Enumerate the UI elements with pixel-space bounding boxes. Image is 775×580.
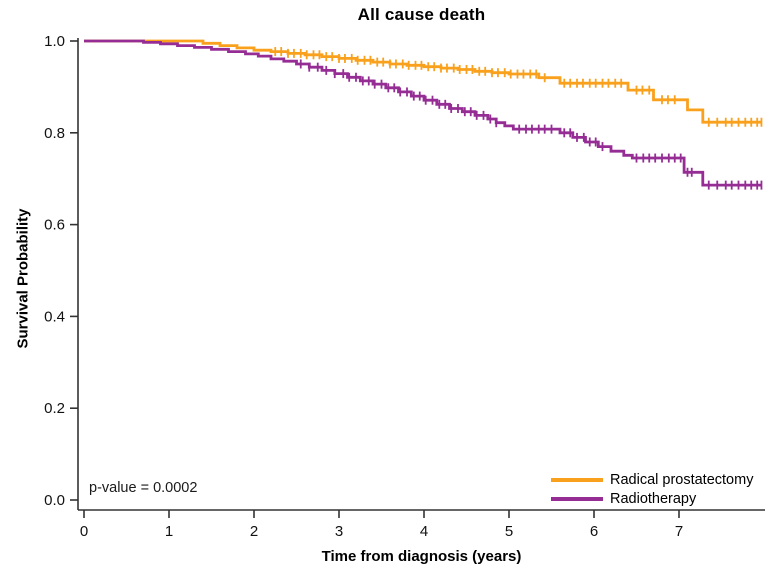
legend-item-radical-prostatectomy: Radical prostatectomy <box>551 470 753 489</box>
svg-text:0.0: 0.0 <box>44 492 65 509</box>
legend-line-swatch <box>551 477 603 482</box>
svg-text:0.4: 0.4 <box>44 308 65 325</box>
legend-item-radiotherapy: Radiotherapy <box>551 489 753 508</box>
svg-text:0.8: 0.8 <box>44 125 65 142</box>
svg-text:0.2: 0.2 <box>44 400 65 417</box>
svg-text:4: 4 <box>420 523 428 540</box>
svg-text:0: 0 <box>80 523 88 540</box>
svg-text:0.6: 0.6 <box>44 217 65 234</box>
svg-text:1.0: 1.0 <box>44 33 65 50</box>
svg-text:5: 5 <box>505 523 513 540</box>
legend-line-swatch <box>551 496 603 501</box>
x-axis-label: Time from diagnosis (years) <box>321 548 522 565</box>
y-axis-label: Survival Probability <box>14 208 32 349</box>
svg-text:1: 1 <box>165 523 173 540</box>
legend-label: Radiotherapy <box>610 490 697 507</box>
legend-label: Radical prostatectomy <box>610 471 754 488</box>
svg-text:6: 6 <box>590 523 598 540</box>
chart-title: All cause death <box>357 5 486 24</box>
svg-text:3: 3 <box>335 523 343 540</box>
p-value-annotation: p-value = 0.0002 <box>89 480 198 496</box>
legend: Radical prostatectomy Radiotherapy <box>551 470 753 508</box>
svg-text:2: 2 <box>250 523 258 540</box>
svg-text:7: 7 <box>675 523 683 540</box>
